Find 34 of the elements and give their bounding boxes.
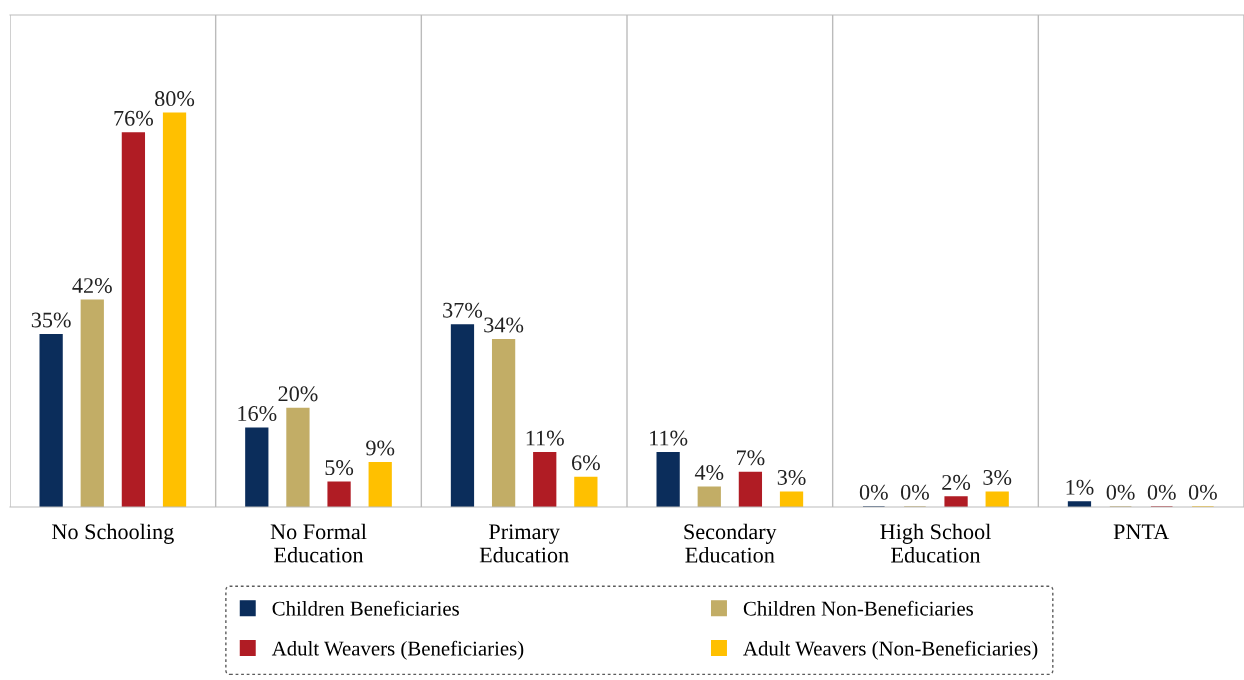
data-label: 37% <box>443 302 483 318</box>
data-label: 1% <box>1066 479 1094 495</box>
data-label: 35% <box>31 312 71 328</box>
data-label: 34% <box>484 317 524 333</box>
x-tick-label: No Formal Education <box>270 523 367 563</box>
data-label: 0% <box>1147 484 1176 500</box>
data-label: 5% <box>325 460 354 476</box>
data-label: 3% <box>777 469 806 486</box>
x-tick-label: PNTA <box>1113 524 1170 540</box>
data-label: 0% <box>1106 484 1135 500</box>
data-label: 2% <box>942 474 971 490</box>
data-label: 0% <box>900 484 929 500</box>
data-label: 20% <box>278 386 318 402</box>
data-label: 42% <box>72 278 112 294</box>
data-label: 16% <box>238 405 277 422</box>
data-label: 6% <box>572 455 600 471</box>
data-label: 9% <box>366 440 395 456</box>
data-label: 0% <box>859 484 888 500</box>
x-tick-label: No Schooling <box>52 523 174 544</box>
x-tick-label: Secondary Education <box>684 523 777 563</box>
x-tick-label: Primary Education <box>479 524 569 563</box>
x-tick-label: High School Education <box>880 523 991 563</box>
data-label: 3% <box>983 469 1012 486</box>
data-label: 11% <box>650 430 688 446</box>
data-label: 7% <box>737 450 765 466</box>
data-label: 80% <box>155 91 195 107</box>
data-label: 76% <box>114 110 154 126</box>
data-label: 4% <box>694 465 724 481</box>
legend-label: Children Non-Beneficiaries <box>743 600 973 616</box>
legend-label: Adult Weavers (Non-Beneficiaries) <box>743 640 1038 660</box>
legend-label: Children Beneficiaries <box>272 600 459 616</box>
data-label: 11% <box>526 430 564 446</box>
legend-label: Adult Weavers (Beneficiaries) <box>271 640 524 660</box>
data-label: 0% <box>1188 484 1217 500</box>
